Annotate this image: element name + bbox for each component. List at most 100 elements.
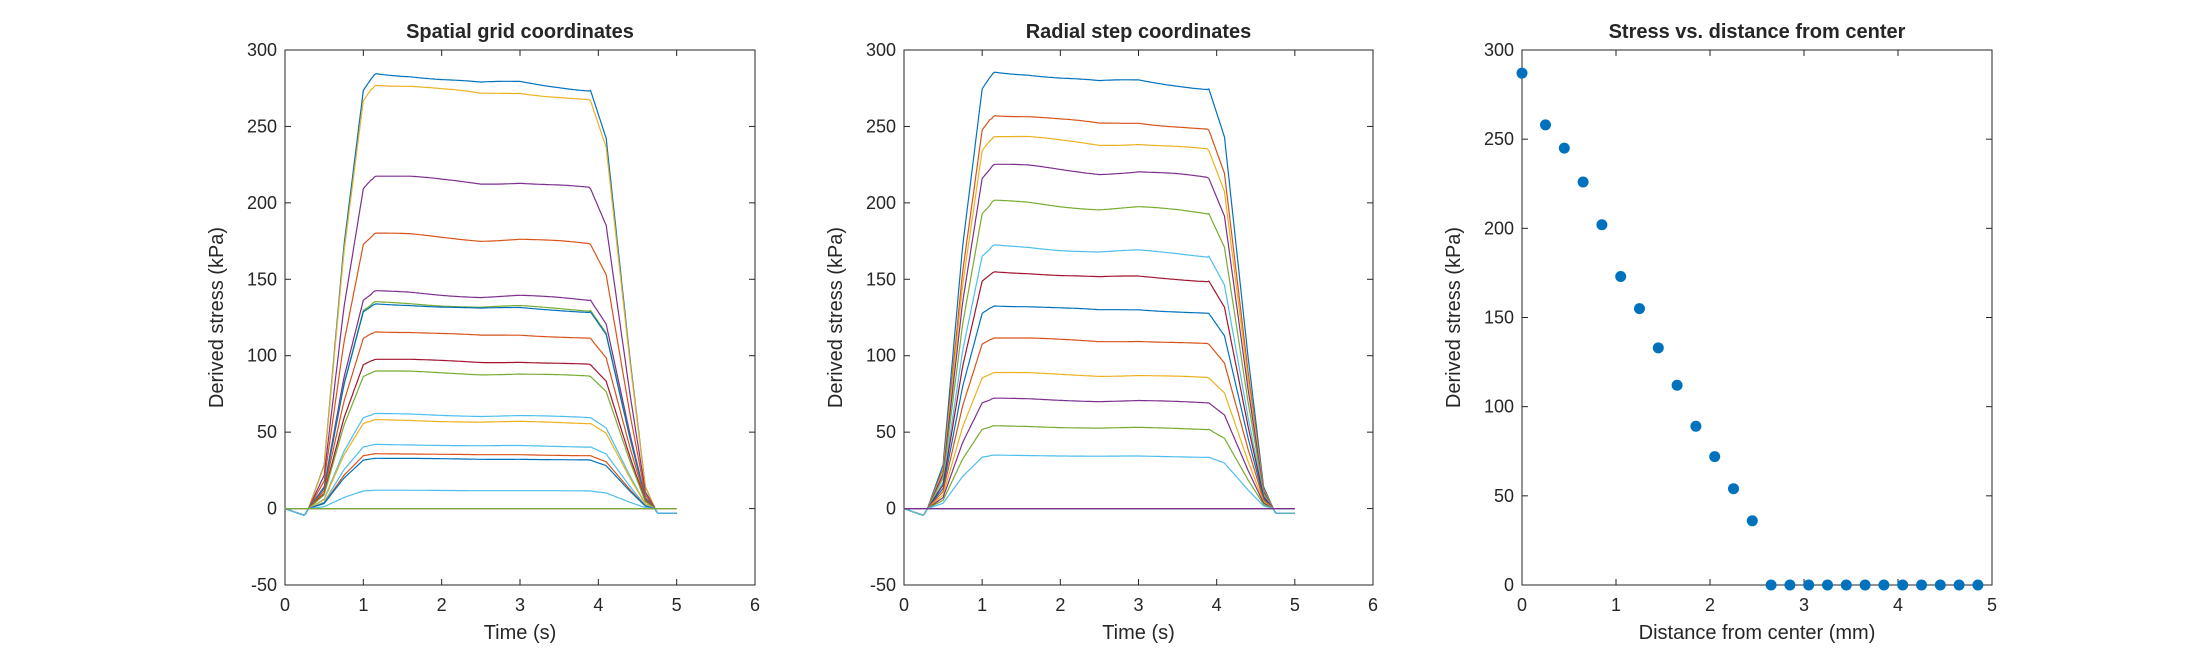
y-tick-label: 250 bbox=[247, 116, 277, 136]
y-tick-label: 200 bbox=[1484, 218, 1514, 238]
scatter-point bbox=[1803, 579, 1815, 591]
y-tick-label: 100 bbox=[866, 346, 896, 366]
x-tick-label: 3 bbox=[1799, 595, 1809, 615]
series-line bbox=[284, 175, 677, 516]
x-axis-label: Time (s) bbox=[484, 622, 557, 644]
scatter-point bbox=[1728, 483, 1739, 495]
series-line bbox=[903, 337, 1295, 516]
scatter-point bbox=[1897, 579, 1909, 591]
series-line bbox=[284, 412, 677, 516]
scatter-point bbox=[1822, 579, 1833, 591]
x-tick-label: 6 bbox=[1368, 595, 1378, 615]
x-tick-label: 3 bbox=[1133, 595, 1143, 615]
y-tick-label: 200 bbox=[247, 193, 277, 213]
scatter-point bbox=[1540, 119, 1551, 131]
y-tick-label: 0 bbox=[886, 499, 896, 519]
scatter-point bbox=[1558, 142, 1570, 154]
y-tick-label: 250 bbox=[866, 116, 896, 136]
x-tick-label: 0 bbox=[899, 595, 909, 615]
series-line bbox=[903, 425, 1295, 516]
y-tick-label: 300 bbox=[866, 40, 896, 60]
series-line bbox=[903, 454, 1295, 516]
scatter-point bbox=[1934, 579, 1946, 591]
series-line bbox=[903, 71, 1295, 516]
y-tick-label: 50 bbox=[1494, 486, 1514, 506]
series-line bbox=[284, 358, 677, 516]
axes-box bbox=[903, 49, 1374, 586]
series-line bbox=[903, 135, 1295, 516]
scatter-point bbox=[1577, 176, 1589, 188]
y-tick-label: 0 bbox=[1504, 575, 1514, 595]
scatter-point bbox=[1765, 579, 1777, 591]
y-tick-label: 100 bbox=[247, 346, 277, 366]
chart-title: Stress vs. distance from center bbox=[1609, 21, 1906, 43]
series-line bbox=[284, 419, 677, 516]
series-line bbox=[903, 163, 1295, 516]
series-line bbox=[284, 489, 677, 516]
x-tick-label: 2 bbox=[437, 595, 447, 615]
x-tick-label: 5 bbox=[672, 595, 682, 615]
y-tick-label: 300 bbox=[247, 40, 277, 60]
x-tick-label: 0 bbox=[280, 595, 290, 615]
y-tick-label: -50 bbox=[251, 575, 277, 595]
x-tick-label: 2 bbox=[1705, 595, 1715, 615]
scatter-point bbox=[1746, 515, 1758, 527]
y-tick-label: 150 bbox=[1484, 308, 1514, 328]
scatter-point bbox=[1859, 579, 1871, 591]
y-tick-label: -50 bbox=[870, 575, 896, 595]
axes-box bbox=[1521, 49, 1993, 586]
scatter-point bbox=[1784, 579, 1796, 591]
x-axis-label: Distance from center (mm) bbox=[1639, 622, 1876, 644]
series-line bbox=[903, 115, 1295, 516]
series-line bbox=[903, 199, 1295, 516]
series-line bbox=[284, 331, 677, 516]
y-axis-label: Derived stress (kPa) bbox=[825, 227, 847, 408]
y-tick-label: 50 bbox=[257, 422, 277, 442]
scatter-point bbox=[1709, 451, 1721, 463]
x-tick-label: 1 bbox=[977, 595, 987, 615]
x-tick-label: 4 bbox=[1212, 595, 1222, 615]
scatter-point bbox=[1652, 342, 1664, 354]
series-line bbox=[284, 453, 677, 516]
y-tick-label: 250 bbox=[1484, 129, 1514, 149]
series-line bbox=[903, 271, 1295, 516]
x-tick-label: 2 bbox=[1055, 595, 1065, 615]
y-tick-label: 300 bbox=[1484, 40, 1514, 60]
series-line bbox=[903, 305, 1295, 516]
scatter-point bbox=[1634, 303, 1645, 315]
y-tick-label: 50 bbox=[876, 422, 896, 442]
series-line bbox=[284, 232, 677, 516]
x-tick-label: 5 bbox=[1987, 595, 1997, 615]
x-tick-label: 1 bbox=[1611, 595, 1621, 615]
x-tick-label: 6 bbox=[750, 595, 760, 615]
series-line bbox=[284, 73, 677, 516]
series-line bbox=[284, 443, 677, 516]
scatter-point bbox=[1615, 270, 1627, 282]
series-line bbox=[284, 370, 677, 516]
scatter-point bbox=[1953, 579, 1965, 591]
series-line bbox=[903, 371, 1295, 516]
series-line bbox=[284, 290, 677, 516]
y-tick-label: 100 bbox=[1484, 397, 1514, 417]
axes-box bbox=[284, 49, 756, 586]
series-line bbox=[284, 84, 677, 516]
x-tick-label: 4 bbox=[1893, 595, 1903, 615]
y-tick-label: 200 bbox=[866, 193, 896, 213]
series-line bbox=[903, 397, 1295, 516]
y-tick-label: 150 bbox=[866, 269, 896, 289]
x-axis-label: Time (s) bbox=[1102, 622, 1175, 644]
scatter-point bbox=[1972, 579, 1984, 591]
y-tick-label: 0 bbox=[267, 499, 277, 519]
scatter-point bbox=[1878, 579, 1890, 591]
x-tick-label: 1 bbox=[358, 595, 368, 615]
series-line bbox=[903, 244, 1295, 516]
scatter-point bbox=[1916, 579, 1927, 591]
x-tick-label: 4 bbox=[593, 595, 603, 615]
scatter-point bbox=[1596, 219, 1608, 231]
chart-title: Spatial grid coordinates bbox=[406, 21, 634, 43]
scatter-point bbox=[1690, 420, 1702, 432]
